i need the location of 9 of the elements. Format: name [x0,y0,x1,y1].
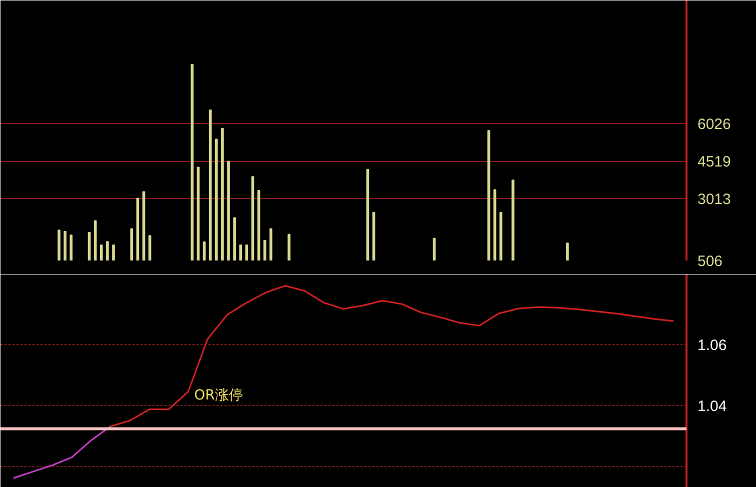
y-tick-label: 4519 [698,154,731,171]
line-series [12,426,112,479]
annotation: OR涨停 [194,388,243,404]
line-series [110,284,674,428]
y-tick-label: 6026 [698,116,731,134]
y-tick-label: 1.04 [698,398,727,415]
y-tick-label: 506 [698,253,723,270]
y-tick-label: 3013 [698,190,731,208]
y-tick-label: 1.06 [698,336,727,354]
